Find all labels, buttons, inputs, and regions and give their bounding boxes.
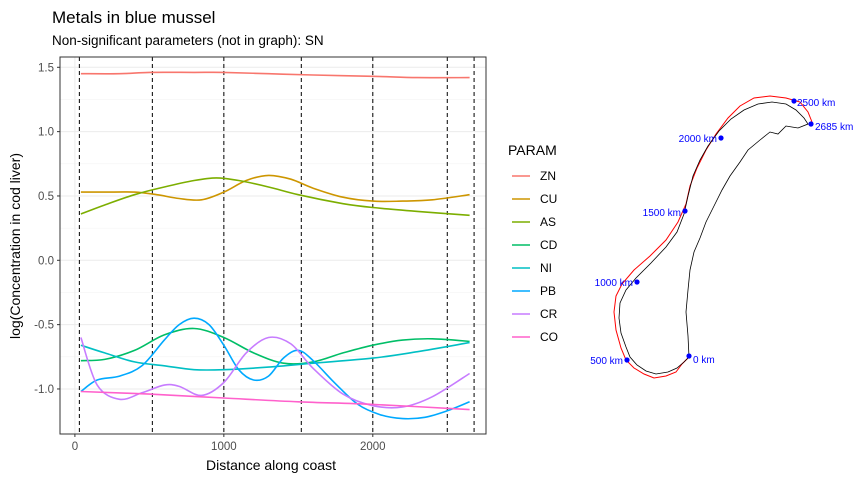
map-point (718, 135, 724, 141)
x-tick-label: 2000 (360, 441, 386, 453)
map-point-label: 1000 km (595, 278, 633, 289)
chart-title: Metals in blue mussel (52, 8, 215, 27)
legend-label-ni: NI (540, 261, 552, 275)
legend: PARAM ZN CU AS CD NI PB CR CO (508, 142, 558, 344)
map-point-label: 2685 km (815, 122, 853, 133)
y-axis-title: log(Concentration in cod liver) (7, 153, 23, 339)
map-point (686, 353, 692, 359)
x-tick-label: 0 (72, 441, 78, 453)
series-line-pb (80, 317, 470, 420)
y-tick-label: 0.5 (38, 191, 54, 203)
map-point-label: 2000 km (679, 134, 717, 145)
x-axis-ticks: 0 1000 2000 (72, 434, 386, 453)
legend-label-zn: ZN (540, 169, 556, 183)
legend-title: PARAM (508, 142, 557, 158)
coast-outline (613, 95, 813, 379)
map-point-label: 2500 km (797, 98, 835, 109)
legend-label-cu: CU (540, 192, 557, 206)
map-point-label: 1500 km (643, 208, 681, 219)
y-axis-ticks: -1.0 -0.5 0.0 0.5 1.0 1.5 (34, 62, 60, 396)
legend-label-as: AS (540, 215, 556, 229)
map-point-label: 0 km (693, 355, 715, 366)
legend-label-pb: PB (540, 284, 556, 298)
series-line-zn (80, 71, 470, 79)
map-point (624, 357, 630, 363)
chart-subtitle: Non-significant parameters (not in graph… (52, 33, 324, 48)
legend-label-cd: CD (540, 238, 558, 252)
series-line-cu (80, 174, 470, 203)
series-line-co (80, 390, 470, 411)
map-point (808, 121, 814, 127)
panel-background (60, 57, 486, 434)
series-line-cr (80, 336, 471, 409)
map-point-label: 500 km (590, 356, 623, 367)
series-line-cd (80, 327, 470, 365)
y-tick-label: -0.5 (34, 320, 54, 332)
series-line-ni (80, 341, 470, 371)
y-tick-label: 1.0 (38, 127, 54, 139)
x-tick-label: 1000 (211, 441, 237, 453)
y-tick-label: 0.0 (38, 255, 54, 267)
series-lines (80, 71, 471, 420)
y-tick-label: 1.5 (38, 62, 54, 74)
country-outline (618, 101, 809, 375)
map-point (682, 208, 688, 214)
legend-entries: ZN CU AS CD NI PB CR CO (512, 169, 558, 344)
x-axis-title: Distance along coast (206, 457, 336, 473)
map-point (791, 98, 797, 104)
coast-map: 0 km 500 km 1000 km 1500 km 2000 km 2500 km 26… (590, 95, 853, 379)
plot-panel: -1.0 -0.5 0.0 0.5 1.0 1.5 0 1000 2000 (34, 56, 487, 453)
map-point (634, 279, 640, 285)
legend-label-cr: CR (540, 307, 558, 321)
gridlines (60, 57, 486, 434)
legend-label-co: CO (540, 330, 558, 344)
series-line-as (80, 177, 470, 217)
panel-border (59, 56, 487, 435)
y-tick-label: -1.0 (34, 384, 54, 396)
map-markers: 0 km 500 km 1000 km 1500 km 2000 km 2500 km 26… (590, 98, 853, 367)
